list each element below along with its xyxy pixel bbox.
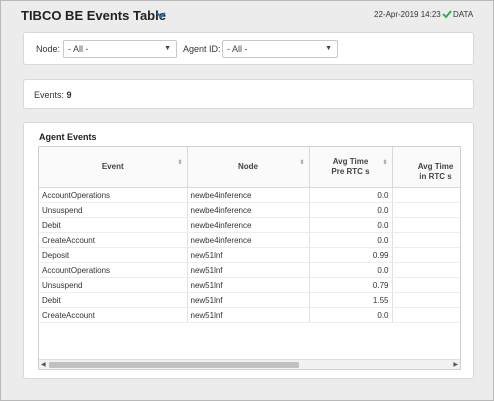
cell-avg-time-pre-rtc: 0.79 [309, 277, 393, 293]
cell-avg-time-in-rtc: 21 [392, 277, 460, 293]
cell-avg-time-pre-rtc: 0.0 [309, 187, 393, 203]
timestamp: 22-Apr-2019 14:23 [374, 10, 441, 19]
cell-node: new51lnf [187, 277, 310, 293]
cell-event: AccountOperations [39, 187, 188, 203]
column-header-node[interactable]: Node ⬍ [187, 147, 310, 188]
check-icon [442, 10, 452, 19]
filter-panel: Node: - All - ▼ Agent ID: - All - ▼ [23, 32, 474, 65]
cell-avg-time-in-rtc: 26 [392, 247, 460, 263]
scrollbar-thumb[interactable] [49, 362, 299, 368]
agent-events-panel: Agent Events Event ⬍ Node [23, 122, 474, 379]
cell-avg-time-in-rtc [392, 217, 460, 233]
cell-avg-time-pre-rtc: 0.0 [309, 307, 393, 323]
events-count: Events: 9 [34, 90, 72, 100]
cell-node: newbe4inference [187, 202, 310, 218]
sort-icon[interactable]: ⬍ [299, 160, 305, 166]
table-title: Agent Events [39, 132, 97, 142]
agent-id-select-value: - All - [227, 44, 248, 54]
table-row[interactable]: Debit newbe4inference 0.0 [39, 217, 460, 233]
cell-node: newbe4inference [187, 232, 310, 248]
cell-event: CreateAccount [39, 307, 188, 323]
cell-event: CreateAccount [39, 232, 188, 248]
node-select[interactable]: - All - ▼ [63, 40, 177, 58]
cell-avg-time-in-rtc [392, 202, 460, 218]
caret-down-icon: ▼ [164, 45, 171, 52]
column-header-avg-time-pre-rtc[interactable]: Avg Time Pre RTC s ⬍ [309, 147, 393, 188]
cell-avg-time-in-rtc [392, 232, 460, 248]
table-row[interactable]: AccountOperations new51lnf 0.0 [39, 262, 460, 278]
node-select-value: - All - [68, 44, 89, 54]
chevron-down-icon[interactable] [155, 9, 167, 21]
agent-events-grid: Event ⬍ Node ⬍ Avg Time Pre RTC s ⬍ Av [38, 146, 461, 370]
agent-events-table: Event ⬍ Node ⬍ Avg Time Pre RTC s ⬍ Av [39, 147, 460, 323]
table-header-row: Event ⬍ Node ⬍ Avg Time Pre RTC s ⬍ Av [39, 147, 460, 188]
cell-avg-time-pre-rtc: 0.99 [309, 247, 393, 263]
table-row[interactable]: CreateAccount new51lnf 0.0 [39, 307, 460, 323]
sort-icon[interactable]: ⬍ [177, 160, 183, 166]
cell-node: new51lnf [187, 247, 310, 263]
cell-avg-time-in-rtc: 25 [392, 292, 460, 308]
cell-avg-time-in-rtc [392, 262, 460, 278]
sort-icon[interactable]: ⬍ [382, 160, 388, 166]
cell-avg-time-pre-rtc: 1.55 [309, 292, 393, 308]
events-summary-panel: Events: 9 [23, 79, 474, 109]
cell-event: Debit [39, 217, 188, 233]
scroll-left-icon[interactable]: ◀ [41, 362, 46, 368]
page-title: TIBCO BE Events Table [21, 8, 166, 23]
cell-event: Unsuspend [39, 202, 188, 218]
cell-avg-time-in-rtc [392, 307, 460, 323]
cell-event: Deposit [39, 247, 188, 263]
events-count-value: 9 [66, 90, 72, 100]
cell-avg-time-pre-rtc: 0.0 [309, 232, 393, 248]
column-header-avg-time-in-rtc[interactable]: Avg Time in RTC s [392, 147, 460, 188]
table-body: AccountOperations newbe4inference 0.0 Unsus… [39, 187, 460, 323]
cell-node: new51lnf [187, 292, 310, 308]
horizontal-scrollbar[interactable]: ◀ ▶ [39, 359, 460, 369]
cell-avg-time-pre-rtc: 0.0 [309, 202, 393, 218]
caret-down-icon: ▼ [325, 45, 332, 52]
table-row[interactable]: AccountOperations newbe4inference 0.0 [39, 187, 460, 203]
cell-event: AccountOperations [39, 262, 188, 278]
node-label: Node: [36, 44, 61, 54]
events-label: Events: [34, 90, 65, 100]
cell-node: newbe4inference [187, 217, 310, 233]
header: TIBCO BE Events Table 22-Apr-2019 14:23 … [1, 1, 494, 29]
cell-event: Unsuspend [39, 277, 188, 293]
agent-id-label: Agent ID: [183, 44, 221, 54]
scroll-right-icon[interactable]: ▶ [453, 362, 458, 368]
table-row[interactable]: Unsuspend newbe4inference 0.0 [39, 202, 460, 218]
cell-event: Debit [39, 292, 188, 308]
cell-avg-time-pre-rtc: 0.0 [309, 217, 393, 233]
data-status-label: DATA [453, 10, 474, 19]
table-row[interactable]: CreateAccount newbe4inference 0.0 [39, 232, 460, 248]
column-header-event[interactable]: Event ⬍ [39, 147, 188, 188]
cell-node: new51lnf [187, 307, 310, 323]
agent-id-select[interactable]: - All - ▼ [222, 40, 338, 58]
cell-avg-time-in-rtc [392, 187, 460, 203]
cell-avg-time-pre-rtc: 0.0 [309, 262, 393, 278]
cell-node: newbe4inference [187, 187, 310, 203]
cell-node: new51lnf [187, 262, 310, 278]
